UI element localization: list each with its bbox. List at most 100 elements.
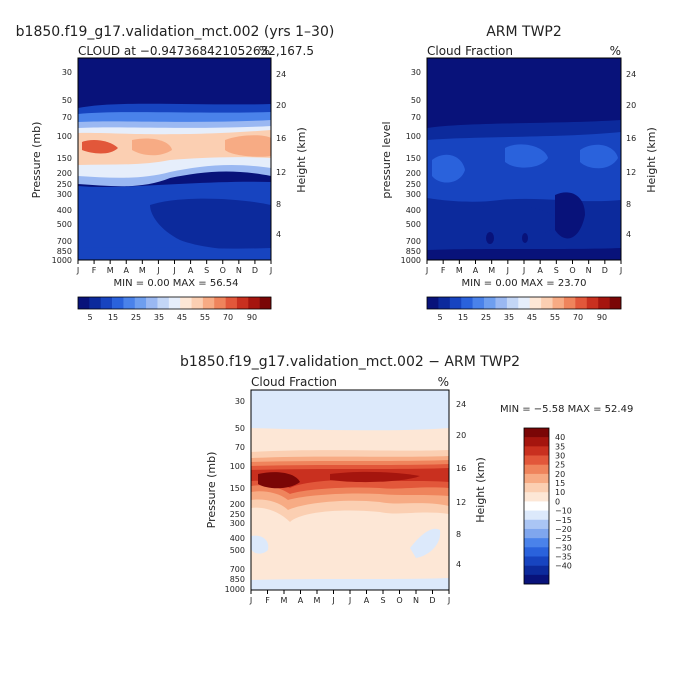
panel-obs-contours: [427, 58, 621, 260]
colorbar-swatch: [524, 510, 549, 521]
colorbar-swatch: [506, 297, 519, 309]
colorbar-label: −35: [555, 552, 572, 561]
colorbar-label: 10: [555, 488, 565, 497]
p2-ptick-200: 200: [406, 169, 421, 178]
panel-obs-units: %: [610, 44, 621, 58]
p1-cb-label-5: 5: [87, 313, 92, 322]
p3-ptick-30: 30: [235, 397, 245, 406]
p2-cb-label-25: 25: [481, 313, 491, 322]
colorbar-label: 25: [555, 461, 565, 470]
x-tick-label: J: [425, 266, 428, 275]
p1-ptick-300: 300: [57, 190, 72, 199]
colorbar-swatch: [472, 297, 485, 309]
colorbar-swatch: [524, 455, 549, 466]
panel-obs: ARM TWP2 Cloud Fraction % 30 50 70 100 1…: [380, 24, 658, 322]
panel-diff: b1850.f19_g17.validation_mct.002 − ARM T…: [180, 354, 633, 605]
colorbar-label: 20: [555, 470, 565, 479]
x-tick-label: D: [429, 596, 435, 605]
colorbar-swatch: [112, 297, 124, 309]
p3-ptick-500: 500: [230, 546, 245, 555]
colorbar-swatch: [461, 297, 473, 309]
panel-model: b1850.f19_g17.validation_mct.002 (yrs 1–…: [16, 24, 335, 322]
p1-htick-8: 8: [276, 200, 281, 209]
p3-ptick-150: 150: [230, 484, 245, 493]
p3-htick-12: 12: [456, 498, 466, 507]
colorbar-label: −10: [555, 507, 572, 516]
colorbar-swatch: [524, 464, 549, 475]
p1-ptick-200: 200: [57, 169, 72, 178]
p2-cb-label-5: 5: [437, 313, 442, 322]
p3-htick-4: 4: [456, 560, 461, 569]
p2-cb-label-45: 45: [527, 313, 537, 322]
x-tick-label: J: [156, 266, 159, 275]
x-tick-label: O: [569, 266, 575, 275]
p1-cb-label-90: 90: [247, 313, 257, 322]
panel-diff-ylabel: Pressure (mb): [205, 452, 218, 529]
p2-htick-4: 4: [626, 230, 631, 239]
x-tick-label: F: [441, 266, 446, 275]
p1-htick-20: 20: [276, 101, 286, 110]
x-tick-label: J: [619, 266, 622, 275]
colorbar-swatch: [427, 297, 439, 309]
p3-ptick-1000: 1000: [225, 585, 245, 594]
colorbar-swatch: [524, 556, 549, 566]
x-tick-label: A: [124, 266, 130, 275]
p2-ptick-400: 400: [406, 206, 421, 215]
x-tick-label: N: [413, 596, 419, 605]
p2-htick-12: 12: [626, 168, 636, 177]
panel-diff-subtitle: Cloud Fraction: [251, 375, 337, 389]
p1-htick-24: 24: [276, 70, 286, 79]
panel-diff-contours: [251, 390, 449, 590]
colorbar-swatch: [524, 437, 549, 447]
x-tick-label: S: [554, 266, 559, 275]
x-tick-label: J: [249, 596, 252, 605]
p2-ptick-150: 150: [406, 154, 421, 163]
colorbar-swatch: [123, 297, 136, 309]
p1-ptick-250: 250: [57, 180, 72, 189]
x-tick-label: D: [602, 266, 608, 275]
colorbar-swatch: [495, 297, 508, 309]
panel-diff-units: %: [438, 375, 449, 389]
panel-obs-subtitle: Cloud Fraction: [427, 44, 513, 58]
p3-ptick-300: 300: [230, 519, 245, 528]
p1-ptick-400: 400: [57, 206, 72, 215]
colorbar-swatch: [134, 297, 147, 309]
p2-htick-20: 20: [626, 101, 636, 110]
colorbar-label: 15: [555, 479, 565, 488]
colorbar-label: 0: [555, 497, 560, 506]
p1-htick-4: 4: [276, 230, 281, 239]
colorbar-swatch: [225, 297, 238, 309]
colorbar-swatch: [248, 297, 260, 309]
colorbar-swatch: [541, 297, 553, 309]
x-tick-label: J: [506, 266, 509, 275]
colorbar-label: 40: [555, 433, 565, 442]
panel-model-subtitle: CLOUD at −0.947368421052632,167.5: [78, 44, 314, 58]
p3-ptick-250: 250: [230, 510, 245, 519]
panel-model-colorbar: [77, 296, 272, 310]
x-tick-label: A: [537, 266, 543, 275]
x-tick-label: A: [364, 596, 370, 605]
panel-diff-colorbar: [523, 427, 550, 585]
x-tick-label: A: [298, 596, 304, 605]
colorbar-swatch: [524, 547, 549, 557]
p3-ptick-200: 200: [230, 500, 245, 509]
p2-cb-label-90: 90: [597, 313, 607, 322]
panel-model-units: %: [259, 44, 270, 58]
colorbar-swatch: [518, 297, 531, 309]
colorbar-swatch: [524, 528, 549, 539]
p2-cb-label-35: 35: [504, 313, 514, 322]
p2-ptick-850: 850: [406, 247, 421, 256]
p3-htick-16: 16: [456, 464, 466, 473]
colorbar-label: 35: [555, 442, 565, 451]
p2-ptick-500: 500: [406, 220, 421, 229]
colorbar-swatch: [259, 297, 272, 309]
panel-model-contours: [78, 58, 271, 260]
x-tick-label: O: [220, 266, 226, 275]
x-tick-label: M: [488, 266, 495, 275]
x-tick-label: M: [139, 266, 146, 275]
x-tick-label: J: [348, 596, 351, 605]
x-tick-label: M: [107, 266, 114, 275]
x-tick-label: F: [92, 266, 97, 275]
